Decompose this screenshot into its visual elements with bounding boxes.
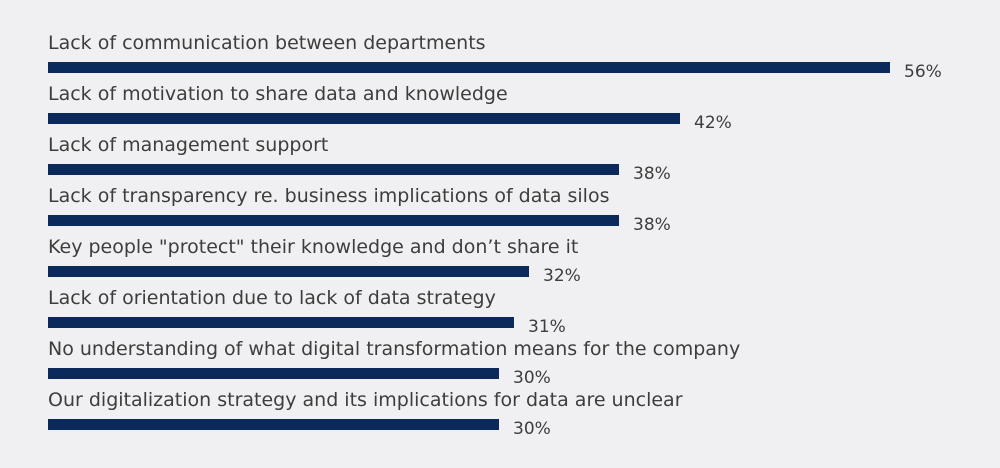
bar-row: Our digitalization strategy and its impl… xyxy=(48,389,988,439)
category-label: Lack of motivation to share data and kno… xyxy=(48,83,508,105)
bar-row: Lack of management support 38% xyxy=(48,134,988,184)
category-label: Lack of orientation due to lack of data … xyxy=(48,287,496,309)
bar-row: Key people "protect" their knowledge and… xyxy=(48,236,988,286)
category-label: Lack of communication between department… xyxy=(48,32,486,54)
bar-row: Lack of transparency re. business implic… xyxy=(48,185,988,235)
value-label: 56% xyxy=(904,62,942,82)
value-label: 31% xyxy=(528,317,566,337)
bar-row: Lack of motivation to share data and kno… xyxy=(48,83,988,133)
category-label: Lack of management support xyxy=(48,134,329,156)
bar xyxy=(48,368,499,379)
category-label: No understanding of what digital transfo… xyxy=(48,338,741,360)
bar-row: No understanding of what digital transfo… xyxy=(48,338,988,388)
bar xyxy=(48,62,890,73)
bar xyxy=(48,113,680,124)
bar-row: Lack of orientation due to lack of data … xyxy=(48,287,988,337)
value-label: 30% xyxy=(513,368,551,388)
category-label: Our digitalization strategy and its impl… xyxy=(48,389,683,411)
bar-row: Lack of communication between department… xyxy=(48,32,988,82)
category-label: Lack of transparency re. business implic… xyxy=(48,185,610,207)
category-label: Key people "protect" their knowledge and… xyxy=(48,236,579,258)
value-label: 42% xyxy=(694,113,732,133)
bar xyxy=(48,317,514,328)
value-label: 38% xyxy=(633,164,671,184)
bar xyxy=(48,266,529,277)
bar xyxy=(48,419,499,430)
value-label: 30% xyxy=(513,419,551,439)
bar xyxy=(48,164,619,175)
value-label: 32% xyxy=(543,266,581,286)
value-label: 38% xyxy=(633,215,671,235)
bar xyxy=(48,215,619,226)
